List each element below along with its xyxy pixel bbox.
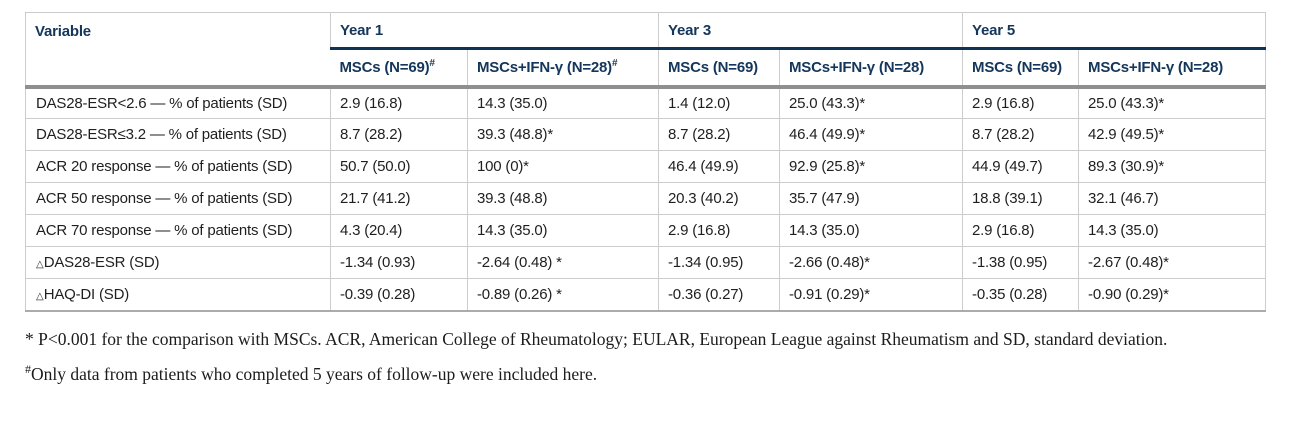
cell-value: 46.4 (49.9)* — [779, 118, 963, 151]
cell-value: 14.3 (35.0) — [779, 214, 963, 247]
table-row: ACR 50 response — % of patients (SD) 21.… — [25, 182, 1266, 215]
cell-value: 14.3 (35.0) — [466, 214, 659, 247]
delta-triangle-icon: △ — [36, 290, 44, 302]
cell-value: 8.7 (28.2) — [330, 118, 468, 151]
table-body: DAS28-ESR<2.6 — % of patients (SD) 2.9 (… — [25, 86, 1266, 311]
paper-table-page: Variable Year 1 Year 3 Year 5 MSCs (N=69… — [25, 12, 1267, 394]
cell-value: 44.9 (49.7) — [962, 150, 1079, 183]
row-label-text: HAQ-DI (SD) — [43, 285, 129, 303]
cell-value: 32.1 (46.7) — [1078, 182, 1266, 215]
cell-value: 25.0 (43.3)* — [1078, 86, 1266, 119]
cell-value: -0.89 (0.26) * — [466, 278, 659, 311]
table-row: ACR 20 response — % of patients (SD) 50.… — [25, 150, 1266, 183]
table-row: DAS28-ESR<2.6 — % of patients (SD) 2.9 (… — [25, 86, 1266, 119]
cell-value: 25.0 (43.3)* — [779, 86, 963, 119]
cell-value: 1.4 (12.0) — [658, 86, 780, 119]
column-group-year1: Year 1 — [329, 12, 659, 50]
column-header-y1-mscs: MSCs (N=69)# — [330, 48, 468, 89]
column-header-label: MSCs+IFN-γ (N=28) — [1088, 59, 1224, 77]
cell-value: 35.7 (47.9) — [779, 182, 963, 215]
cell-value: -2.66 (0.48)* — [779, 246, 963, 279]
footnote-significance: * P<0.001 for the comparison with MSCs. … — [25, 328, 1168, 349]
hash-superscript: # — [429, 58, 435, 70]
row-label: ACR 70 response — % of patients (SD) — [25, 214, 331, 247]
table-row: △DAS28-ESR (SD) -1.34 (0.93) -2.64 (0.48… — [25, 246, 1266, 279]
table-row: △HAQ-DI (SD) -0.39 (0.28) -0.89 (0.26) *… — [26, 278, 1266, 311]
row-label: △DAS28-ESR (SD) — [25, 246, 331, 279]
cell-value: 21.7 (41.2) — [330, 182, 468, 215]
cell-value: 2.9 (16.8) — [962, 86, 1079, 119]
cell-value: -2.67 (0.48)* — [1078, 246, 1266, 279]
cell-value: 2.9 (16.8) — [330, 86, 468, 119]
row-label: DAS28-ESR<2.6 — % of patients (SD) — [25, 86, 331, 119]
cell-value: 8.7 (28.2) — [658, 118, 780, 151]
cell-value: -0.36 (0.27) — [658, 278, 780, 311]
delta-triangle-icon: △ — [36, 259, 44, 270]
footnote-hash: #Only data from patients who completed 5… — [25, 357, 1265, 393]
column-header-y3-mscs: MSCs (N=69) — [658, 48, 780, 89]
cell-value: -0.39 (0.28) — [330, 278, 468, 311]
cell-value: 42.9 (49.5)* — [1078, 118, 1266, 151]
results-table: Variable Year 1 Year 3 Year 5 MSCs (N=69… — [25, 12, 1267, 312]
cell-value: 14.3 (35.0) — [1078, 214, 1266, 247]
row-label: ACR 20 response — % of patients (SD) — [25, 150, 331, 183]
cell-value: 18.8 (39.1) — [962, 182, 1079, 215]
column-header-label: MSCs (N=69) — [972, 59, 1062, 77]
column-header-y1-mscs-ifn: MSCs+IFN-γ (N=28)# — [466, 48, 659, 89]
cell-value: 50.7 (50.0) — [330, 150, 468, 183]
cell-value: 20.3 (40.2) — [658, 182, 780, 215]
row-label: ACR 50 response — % of patients (SD) — [25, 182, 331, 215]
column-header-label: MSCs (N=69) — [668, 59, 758, 77]
column-group-year5: Year 5 — [962, 12, 1266, 50]
cell-value: -0.35 (0.28) — [962, 278, 1079, 311]
cell-value: 14.3 (35.0) — [466, 86, 659, 119]
column-header-label: MSCs+IFN-γ (N=28) — [477, 59, 612, 77]
cell-value: 92.9 (25.8)* — [779, 150, 963, 183]
column-header-y3-mscs-ifn: MSCs+IFN-γ (N=28) — [779, 48, 963, 89]
cell-value: -1.34 (0.93) — [330, 246, 468, 279]
cell-value: -1.34 (0.95) — [658, 246, 780, 279]
cell-value: 4.3 (20.4) — [330, 214, 468, 247]
column-header-y5-mscs: MSCs (N=69) — [962, 48, 1079, 89]
column-header-y5-mscs-ifn: MSCs+IFN-γ (N=28) — [1078, 48, 1266, 89]
cell-value: 46.4 (49.9) — [658, 150, 780, 183]
column-header-label: MSCs+IFN-γ (N=28) — [789, 59, 924, 77]
cell-value: 39.3 (48.8)* — [466, 118, 659, 151]
table-header: Variable Year 1 Year 3 Year 5 MSCs (N=69… — [25, 12, 1266, 89]
hash-superscript: # — [25, 362, 31, 377]
column-header-variable: Variable — [25, 12, 331, 89]
cell-value: -1.38 (0.95) — [962, 246, 1079, 279]
column-header-label: MSCs (N=69) — [339, 59, 430, 77]
cell-value: 100 (0)* — [466, 150, 659, 183]
table-footnotes: * P<0.001 for the comparison with MSCs. … — [25, 322, 1265, 394]
row-label-text: DAS28-ESR (SD) — [43, 254, 160, 271]
cell-value: -2.64 (0.48) * — [466, 246, 659, 279]
cell-value: 2.9 (16.8) — [658, 214, 780, 247]
cell-value: -0.91 (0.29)* — [779, 278, 963, 311]
row-label: DAS28-ESR≤3.2 — % of patients (SD) — [25, 118, 331, 151]
cell-value: 8.7 (28.2) — [962, 118, 1079, 151]
cell-value: 2.9 (16.8) — [962, 214, 1079, 247]
hash-superscript: # — [611, 58, 618, 70]
footnote-hash-text: Only data from patients who completed 5 … — [31, 364, 598, 385]
table-row: DAS28-ESR≤3.2 — % of patients (SD) 8.7 (… — [25, 118, 1266, 151]
cell-value: 39.3 (48.8) — [466, 182, 659, 215]
cell-value: 89.3 (30.9)* — [1078, 150, 1266, 183]
row-label: △HAQ-DI (SD) — [26, 279, 331, 311]
table-row: ACR 70 response — % of patients (SD) 4.3… — [25, 214, 1266, 247]
column-group-year3: Year 3 — [658, 12, 963, 50]
cell-value: -0.90 (0.29)* — [1078, 278, 1266, 311]
